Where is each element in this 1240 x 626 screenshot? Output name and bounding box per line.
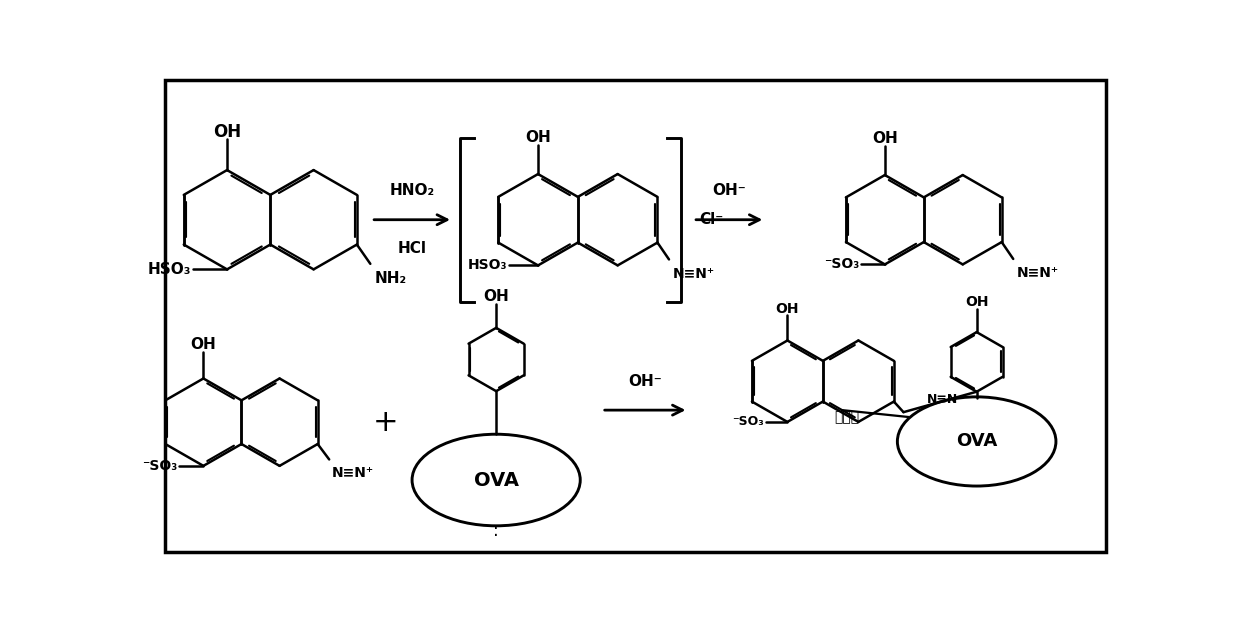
Text: OH⁻: OH⁻: [629, 374, 662, 389]
Text: ⁻SO₃: ⁻SO₃: [823, 257, 859, 272]
Text: N≡N: N≡N: [928, 393, 959, 406]
Text: OH: OH: [213, 123, 241, 140]
Text: :: :: [494, 521, 498, 540]
Text: Cl⁻: Cl⁻: [699, 212, 723, 227]
Text: HSO₃: HSO₃: [467, 259, 507, 272]
Text: OH: OH: [776, 302, 799, 316]
Text: +: +: [373, 408, 398, 437]
Text: OH: OH: [965, 295, 988, 309]
Text: OVA: OVA: [474, 471, 518, 490]
Text: NH₂: NH₂: [374, 271, 407, 286]
Text: HNO₂: HNO₂: [389, 183, 435, 198]
Text: OH: OH: [484, 289, 510, 304]
Text: ⁻SO₃: ⁻SO₃: [143, 459, 177, 473]
Text: N≡N⁺: N≡N⁺: [673, 267, 715, 280]
Text: N≡N⁺: N≡N⁺: [1017, 266, 1059, 280]
Text: ⁻SO₃: ⁻SO₃: [733, 416, 764, 428]
Text: OVA: OVA: [956, 433, 997, 451]
Text: OH: OH: [191, 337, 216, 352]
Text: HCl: HCl: [398, 241, 427, 256]
Text: OH: OH: [526, 130, 551, 145]
Text: OH⁻: OH⁻: [712, 183, 746, 198]
Text: 标记物: 标记物: [835, 411, 859, 424]
Text: OH: OH: [872, 131, 898, 146]
Text: N≡N⁺: N≡N⁺: [332, 466, 374, 480]
Text: HSO₃: HSO₃: [148, 262, 191, 277]
